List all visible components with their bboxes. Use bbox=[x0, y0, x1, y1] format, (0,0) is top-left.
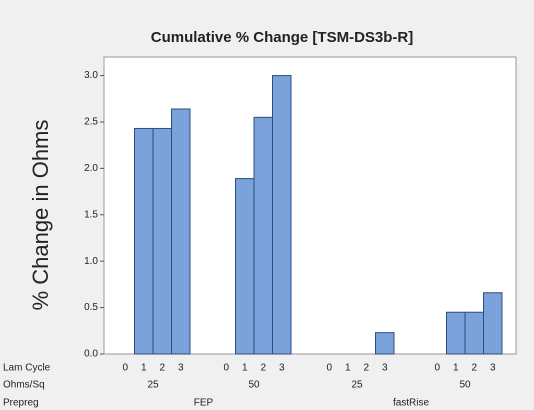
x-tick-label: 0 bbox=[326, 363, 332, 374]
x-tick-label: 25 bbox=[147, 380, 159, 391]
bar bbox=[446, 311, 466, 355]
y-tick-label: 0.5 bbox=[84, 302, 98, 313]
bar bbox=[171, 108, 191, 355]
x-level-label: Ohms/Sq bbox=[3, 380, 45, 391]
x-tick-label: 3 bbox=[490, 363, 496, 374]
y-tick-label: 0.0 bbox=[84, 349, 98, 360]
x-tick-label: 2 bbox=[159, 363, 165, 374]
y-tick-label: 3.0 bbox=[84, 70, 98, 81]
chart-title: Cumulative % Change [TSM-DS3b-R] bbox=[151, 29, 414, 46]
bar bbox=[464, 311, 484, 355]
bar bbox=[375, 332, 395, 355]
x-tick-label: 2 bbox=[363, 363, 369, 374]
bar bbox=[272, 75, 292, 355]
bar bbox=[134, 127, 154, 355]
x-tick-label: 0 bbox=[122, 363, 128, 374]
y-tick-label: 1.5 bbox=[84, 209, 98, 220]
x-tick-label: 1 bbox=[345, 363, 351, 374]
x-tick-label: 0 bbox=[434, 363, 440, 374]
x-tick-label: 1 bbox=[242, 363, 248, 374]
x-level-label: Lam Cycle bbox=[3, 363, 51, 374]
x-tick-label: 1 bbox=[141, 363, 147, 374]
bar bbox=[483, 292, 503, 355]
x-tick-label: 1 bbox=[453, 363, 459, 374]
bar bbox=[253, 116, 273, 355]
x-level-label: Prepreg bbox=[3, 398, 39, 409]
x-tick-label: 3 bbox=[178, 363, 184, 374]
x-tick-label: 2 bbox=[260, 363, 266, 374]
y-tick-label: 1.0 bbox=[84, 256, 98, 267]
x-tick-label: 3 bbox=[279, 363, 285, 374]
y-tick-label: 2.5 bbox=[84, 117, 98, 128]
x-tick-label: fastRise bbox=[393, 398, 430, 409]
x-tick-label: 3 bbox=[382, 363, 388, 374]
y-axis-label: % Change in Ohms bbox=[28, 120, 53, 311]
x-tick-label: 50 bbox=[459, 380, 471, 391]
bar bbox=[235, 178, 255, 355]
bar bbox=[152, 127, 172, 355]
y-tick-label: 2.0 bbox=[84, 163, 98, 174]
x-tick-label: 0 bbox=[223, 363, 229, 374]
x-tick-label: 25 bbox=[351, 380, 363, 391]
x-tick-label: 50 bbox=[248, 380, 260, 391]
x-tick-label: 2 bbox=[471, 363, 477, 374]
x-tick-label: FEP bbox=[194, 398, 214, 409]
